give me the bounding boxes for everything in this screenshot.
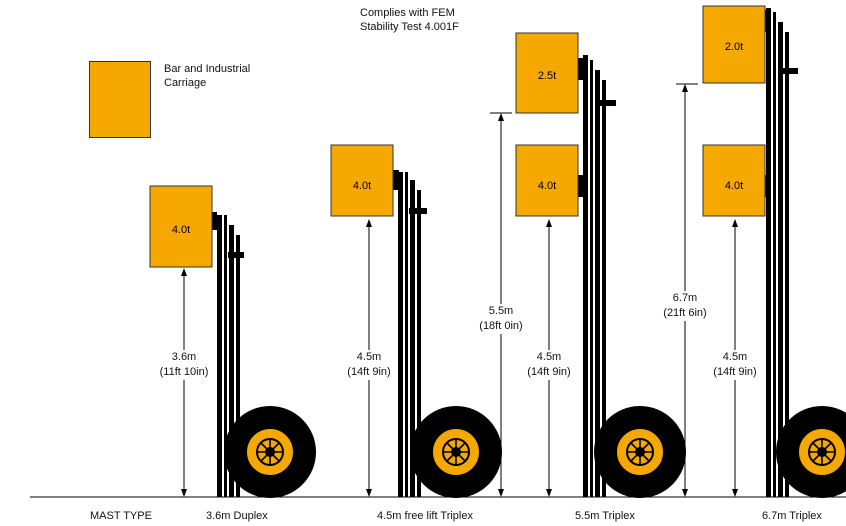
- mast-rail: [583, 55, 588, 497]
- mast-bracket: [578, 58, 584, 80]
- wheel-icon: [593, 405, 687, 499]
- mast-rail: [590, 60, 593, 497]
- capacity-label: 2.0t: [725, 41, 743, 53]
- mast-rail: [595, 70, 600, 497]
- carriage-4.0t: [149, 185, 213, 268]
- mast-rail: [410, 180, 415, 497]
- mast-rail: [773, 12, 776, 497]
- mast-type-label: 3.6m Duplex: [206, 510, 268, 522]
- mast-column-4: [676, 5, 846, 499]
- mast-bracket: [228, 252, 244, 258]
- mast-rail: [602, 80, 606, 497]
- height-label: 6.7m (21ft 6in): [656, 291, 714, 321]
- mast-rail: [417, 190, 421, 497]
- capacity-label: 4.0t: [538, 180, 556, 192]
- height-label: 5.5m (18ft 0in): [472, 304, 530, 334]
- height-label: 4.5m (14ft 9in): [520, 350, 578, 380]
- capacity-label: 4.0t: [353, 180, 371, 192]
- mast-bracket: [780, 68, 798, 74]
- mast-bracket: [393, 170, 399, 190]
- height-label: 4.5m (14ft 9in): [340, 350, 398, 380]
- mast-column-2: [330, 144, 503, 499]
- height-label: 4.5m (14ft 9in): [706, 350, 764, 380]
- mast-rail: [778, 22, 783, 497]
- mast-bracket: [598, 100, 616, 106]
- mast-type-label: 6.7m Triplex: [762, 510, 822, 522]
- carriage-4.0t: [702, 144, 766, 217]
- mast-type-label: 4.5m free lift Triplex: [377, 510, 473, 522]
- height-label: 3.6m (11ft 10in): [155, 350, 213, 380]
- mast-bracket: [211, 212, 217, 230]
- mast-rail: [785, 32, 789, 497]
- mast-rail: [236, 235, 240, 497]
- mast-rail: [229, 225, 234, 497]
- wheel-icon: [223, 405, 317, 499]
- mast-column-3: [490, 32, 687, 499]
- capacity-label: 4.0t: [725, 180, 743, 192]
- mast-bracket: [578, 175, 584, 197]
- mast-rail: [405, 172, 408, 497]
- capacity-label: 4.0t: [172, 224, 190, 236]
- fem-compliance-note: Complies with FEM Stability Test 4.001F: [360, 7, 459, 33]
- carriage-2.0t: [702, 5, 766, 84]
- carriage-2.5t: [515, 32, 579, 114]
- carriage-4.0t: [515, 144, 579, 217]
- mast-rail: [224, 215, 227, 497]
- mast-rail: [398, 172, 403, 497]
- capacity-label: 2.5t: [538, 70, 556, 82]
- mast-type-heading: MAST TYPE: [90, 510, 152, 522]
- mast-bracket: [409, 208, 427, 214]
- mast-column-1: [149, 185, 317, 499]
- legend-swatch: [89, 61, 151, 138]
- mast-type-label: 5.5m Triplex: [575, 510, 635, 522]
- legend-label: Bar and Industrial Carriage: [164, 63, 251, 89]
- mast-rail: [766, 8, 771, 497]
- wheel-icon: [409, 405, 503, 499]
- mast-rail: [217, 215, 222, 497]
- carriage-4.0t: [330, 144, 394, 217]
